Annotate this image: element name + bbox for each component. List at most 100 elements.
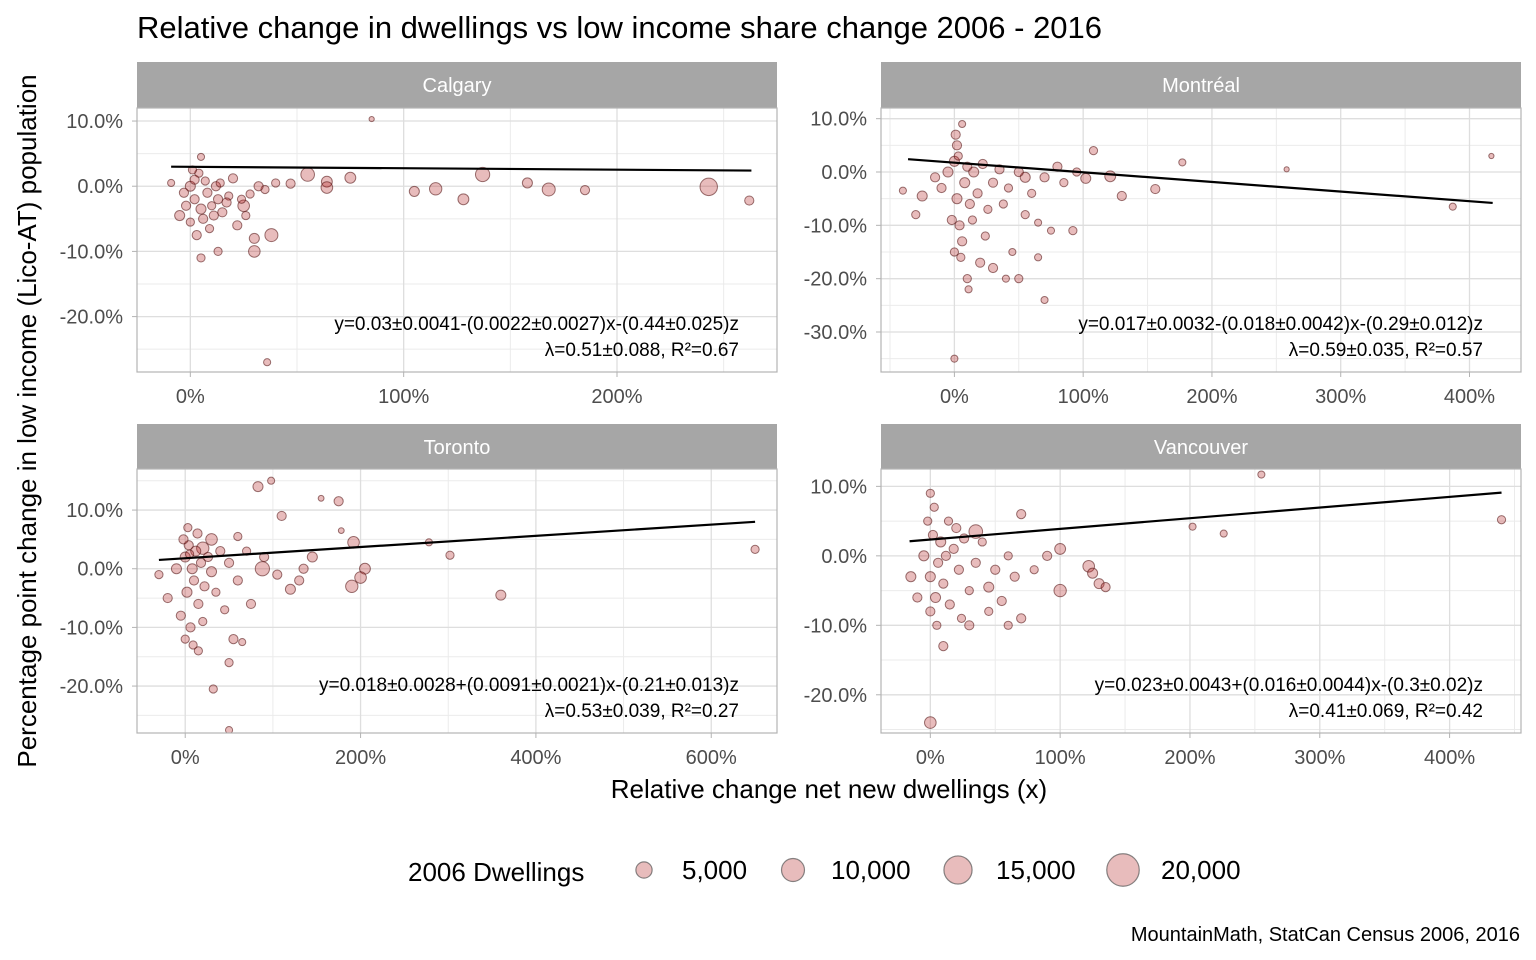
- data-point: [1059, 178, 1069, 188]
- data-point: [933, 557, 944, 568]
- data-point: [929, 591, 942, 604]
- data-point: [925, 488, 935, 498]
- data-point: [354, 571, 367, 584]
- data-point: [1104, 170, 1117, 183]
- y-tick-label: -10.0%: [804, 615, 868, 637]
- data-point: [183, 523, 193, 533]
- data-point: [185, 217, 195, 227]
- data-point: [154, 569, 164, 580]
- data-point: [196, 152, 206, 161]
- data-point: [368, 115, 375, 123]
- data-point: [232, 220, 243, 231]
- facet-strip: [881, 62, 1521, 108]
- legend-key-circle: [943, 855, 973, 885]
- data-point: [977, 537, 987, 547]
- facet-strip: [881, 424, 1521, 469]
- grid: [137, 108, 777, 372]
- y-tick-label: -20.0%: [804, 269, 868, 291]
- data-point: [1039, 172, 1050, 183]
- data-point: [905, 571, 917, 583]
- data-point: [1082, 559, 1096, 573]
- data-point: [983, 204, 993, 214]
- data-point: [276, 510, 287, 522]
- panel-montral: Montréal 0% 100% 200% 300% 400% 10.0% 0.0% -10.0…: [804, 62, 1522, 408]
- data-point: [245, 189, 255, 199]
- data-point: [1001, 274, 1010, 283]
- data-point: [191, 230, 202, 241]
- y-tick-label: -30.0%: [804, 322, 868, 344]
- data-point: [212, 194, 224, 205]
- data-point: [1257, 470, 1266, 479]
- data-point: [958, 533, 970, 544]
- data-point: [940, 550, 952, 561]
- data-point: [221, 197, 232, 208]
- data-point: [1054, 542, 1067, 555]
- data-point: [953, 564, 964, 575]
- data-point: [1016, 509, 1027, 520]
- x-tick-label: 0%: [171, 747, 200, 769]
- panel-border: [880, 107, 1522, 373]
- chart-title: Relative change in dwellings vs low inco…: [137, 10, 1102, 45]
- data-point: [236, 194, 247, 204]
- grid: [881, 108, 1521, 372]
- legend-key-circle: [1106, 853, 1140, 887]
- data-point: [1448, 202, 1457, 211]
- data-point: [196, 541, 210, 555]
- data-point: [1080, 172, 1092, 184]
- caption: MountainMath, StatCan Census 2006, 2016: [1131, 924, 1520, 946]
- grid: [881, 469, 1521, 733]
- data-point: [1093, 578, 1105, 590]
- facet-strip-label: Montréal: [1162, 75, 1240, 97]
- data-point: [521, 177, 533, 189]
- data-point: [912, 592, 923, 603]
- data-point: [180, 634, 190, 644]
- points: [905, 470, 1507, 729]
- data-point: [950, 354, 959, 363]
- legend-key-label: 10,000: [831, 855, 911, 885]
- data-point: [224, 657, 234, 668]
- data-point: [998, 199, 1008, 209]
- x-tick-label: 0%: [940, 386, 969, 408]
- data-point: [245, 598, 257, 610]
- data-point: [929, 172, 941, 183]
- grid: [137, 469, 777, 733]
- data-point: [223, 557, 235, 568]
- data-point: [579, 185, 591, 196]
- data-point: [948, 543, 959, 554]
- data-point: [970, 557, 981, 568]
- points: [167, 115, 755, 367]
- data-point: [1188, 522, 1197, 531]
- regression-equation: y=0.018±0.0028+(0.0091±0.0021)x-(0.21±0.…: [319, 675, 739, 696]
- data-point: [1003, 183, 1014, 193]
- data-point: [337, 527, 345, 535]
- x-tick-label: 100%: [1035, 747, 1086, 769]
- data-point: [188, 640, 198, 650]
- data-point: [744, 195, 755, 206]
- regression-line: [909, 491, 1502, 543]
- regression-stats: λ=0.53±0.039, R²=0.27: [545, 701, 739, 722]
- regression-stats: λ=0.51±0.088, R²=0.67: [545, 340, 739, 361]
- panel-border: [136, 468, 778, 734]
- panel-calgary: Calgary 0% 100% 200% 10.0% 0.0% -10.0% -20.0% y=…: [60, 62, 778, 408]
- data-point: [189, 174, 200, 185]
- data-point: [294, 575, 305, 586]
- data-point: [975, 257, 986, 268]
- y-tick-label: 0.0%: [77, 559, 123, 581]
- data-point: [932, 620, 942, 630]
- x-tick-label: 300%: [1315, 386, 1366, 408]
- regression-equation: y=0.03±0.0041-(0.0022±0.0027)x-(0.44±0.0…: [334, 314, 739, 335]
- data-point: [936, 182, 947, 194]
- data-point: [193, 598, 204, 610]
- data-point: [1100, 582, 1111, 593]
- data-point: [215, 546, 226, 557]
- data-point: [1003, 551, 1013, 561]
- data-point: [213, 246, 223, 257]
- data-point: [1034, 218, 1043, 227]
- data-point: [541, 182, 556, 197]
- data-point: [1053, 583, 1067, 598]
- data-point: [170, 563, 182, 575]
- regression-equation: y=0.017±0.0032-(0.018±0.0042)x-(0.29±0.0…: [1078, 314, 1483, 335]
- data-point: [224, 726, 234, 733]
- data-point: [1042, 550, 1053, 561]
- y-tick-label: 10.0%: [810, 476, 867, 498]
